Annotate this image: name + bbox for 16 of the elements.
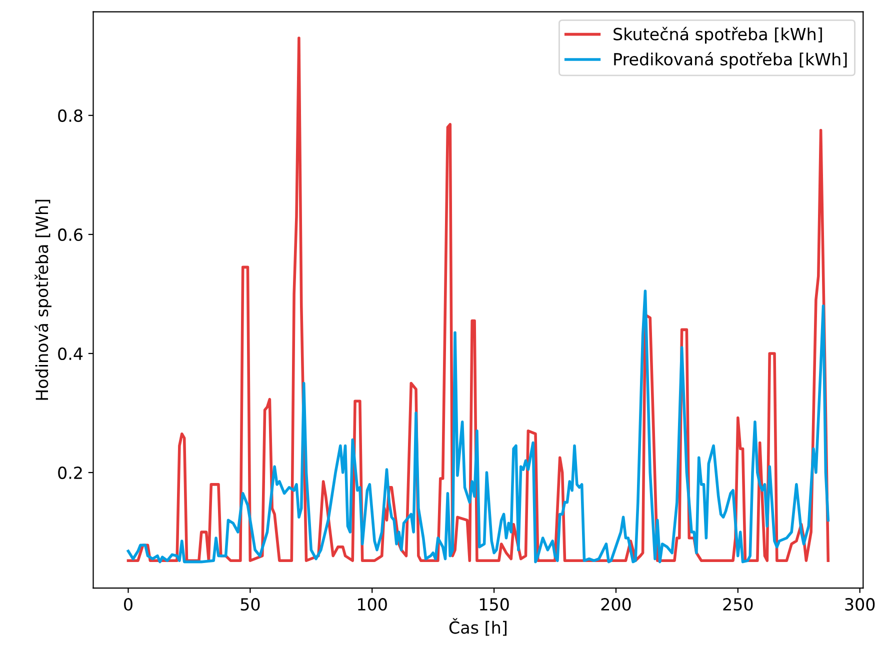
y-tick-label: 0.4 <box>58 347 83 360</box>
x-tick-label: 150 <box>480 598 509 611</box>
x-axis-title: Čas [h] <box>449 618 506 636</box>
y-axis-title: Hodinová spotřeba [Wh] <box>34 200 52 400</box>
x-tick-label: 50 <box>240 598 260 611</box>
y-tick-label: 0.2 <box>58 466 82 480</box>
line-series <box>126 290 830 564</box>
x-tick-label: 0 <box>124 598 132 611</box>
x-tick-label: 100 <box>358 598 387 611</box>
legend-label: Predikovaná spotřeba [kWh] <box>614 52 847 69</box>
y-tick-label: 0.8 <box>58 109 82 122</box>
y-tick-label: 0.6 <box>58 228 82 242</box>
x-tick-label: 300 <box>845 598 875 611</box>
x-tick-label: 200 <box>601 598 631 611</box>
legend-label: Skutečná spotřeba [kWh] <box>614 26 822 44</box>
x-tick-label: 250 <box>723 598 753 611</box>
